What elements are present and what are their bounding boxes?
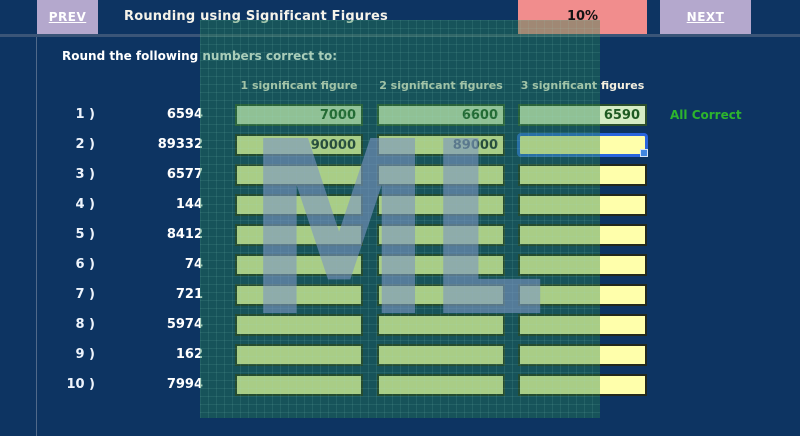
top-bar: PREV Rounding using Significant Figures … (0, 0, 800, 34)
instruction-text: Round the following numbers correct to: (62, 49, 338, 63)
row-number: 5974 (166, 317, 203, 332)
table-row: 8 ) 5974 (0, 314, 800, 336)
focus-handle[interactable] (640, 149, 648, 157)
answer-input-2sf[interactable] (377, 254, 505, 276)
table-row: 2 ) 89332 (0, 134, 800, 157)
row-label: 7 ) (75, 287, 95, 302)
table-row: 3 ) 6577 (0, 164, 800, 186)
left-border-line (36, 37, 37, 436)
answer-input-1sf[interactable] (235, 314, 363, 336)
answer-input-1sf[interactable] (235, 284, 363, 306)
answer-input-1sf[interactable] (235, 104, 363, 126)
row-label: 4 ) (75, 197, 95, 212)
row-status (670, 194, 790, 216)
row-status (670, 374, 790, 396)
answer-input-2sf[interactable] (377, 164, 505, 186)
row-label: 10 ) (66, 377, 95, 392)
row-number: 89332 (157, 137, 203, 152)
row-status (670, 164, 790, 186)
row-number: 144 (175, 197, 203, 212)
answer-input-1sf[interactable] (235, 254, 363, 276)
answer-input-3sf[interactable] (518, 344, 647, 366)
answer-input-1sf[interactable] (235, 134, 363, 156)
answer-input-3sf[interactable] (518, 314, 647, 336)
answer-input-1sf[interactable] (235, 224, 363, 246)
answer-input-3sf[interactable] (518, 164, 647, 186)
answer-input-3sf[interactable] (518, 194, 647, 216)
progress-indicator: 10% (518, 0, 647, 34)
next-button[interactable]: NEXT (660, 0, 751, 34)
row-label: 1 ) (75, 107, 95, 122)
answer-input-1sf[interactable] (235, 164, 363, 186)
row-status (670, 224, 790, 246)
row-number: 162 (175, 347, 203, 362)
column-header-1sf: 1 significant figure (240, 79, 358, 92)
answer-input-1sf[interactable] (235, 374, 363, 396)
row-label: 8 ) (75, 317, 95, 332)
answer-input-2sf[interactable] (377, 374, 505, 396)
row-number: 721 (175, 287, 203, 302)
row-status (670, 134, 790, 156)
answer-input-3sf[interactable] (518, 374, 647, 396)
answer-input-3sf[interactable] (518, 254, 647, 276)
row-number: 8412 (166, 227, 203, 242)
topbar-divider (0, 34, 800, 37)
prev-button[interactable]: PREV (37, 0, 98, 34)
row-label: 5 ) (75, 227, 95, 242)
table-row: 6 ) 74 (0, 254, 800, 276)
answer-input-2sf[interactable] (377, 224, 505, 246)
answer-input-2sf[interactable] (377, 194, 505, 216)
answer-input-3sf[interactable] (518, 134, 647, 156)
table-row: 9 ) 162 (0, 344, 800, 366)
answer-input-3sf[interactable] (518, 104, 647, 126)
answer-input-2sf[interactable] (377, 104, 505, 126)
table-row: 10 ) 7994 (0, 374, 800, 396)
row-status (670, 284, 790, 306)
row-status: All Correct (670, 108, 742, 122)
answer-input-2sf[interactable] (377, 284, 505, 306)
row-status (670, 344, 790, 366)
page-title: Rounding using Significant Figures (124, 9, 388, 24)
row-label: 6 ) (75, 257, 95, 272)
answer-input-3sf[interactable] (518, 284, 647, 306)
row-number: 6594 (166, 107, 203, 122)
table-row: 4 ) 144 (0, 194, 800, 216)
column-header-2sf: 2 significant figures (379, 79, 503, 92)
row-label: 3 ) (75, 167, 95, 182)
answer-input-1sf[interactable] (235, 194, 363, 216)
column-header-3sf: 3 significant figures (520, 79, 645, 92)
row-number: 74 (184, 257, 203, 272)
answer-input-2sf[interactable] (377, 134, 505, 156)
row-status (670, 254, 790, 276)
table-row: 7 ) 721 (0, 284, 800, 306)
row-number: 6577 (166, 167, 203, 182)
row-number: 7994 (166, 377, 203, 392)
row-label: 2 ) (75, 137, 95, 152)
row-label: 9 ) (75, 347, 95, 362)
answer-input-1sf[interactable] (235, 344, 363, 366)
answer-input-2sf[interactable] (377, 344, 505, 366)
answer-input-3sf[interactable] (518, 224, 647, 246)
table-row: 5 ) 8412 (0, 224, 800, 246)
answer-input-2sf[interactable] (377, 314, 505, 336)
table-row: 1 ) 6594 All Correct (0, 104, 800, 126)
row-status (670, 314, 790, 336)
